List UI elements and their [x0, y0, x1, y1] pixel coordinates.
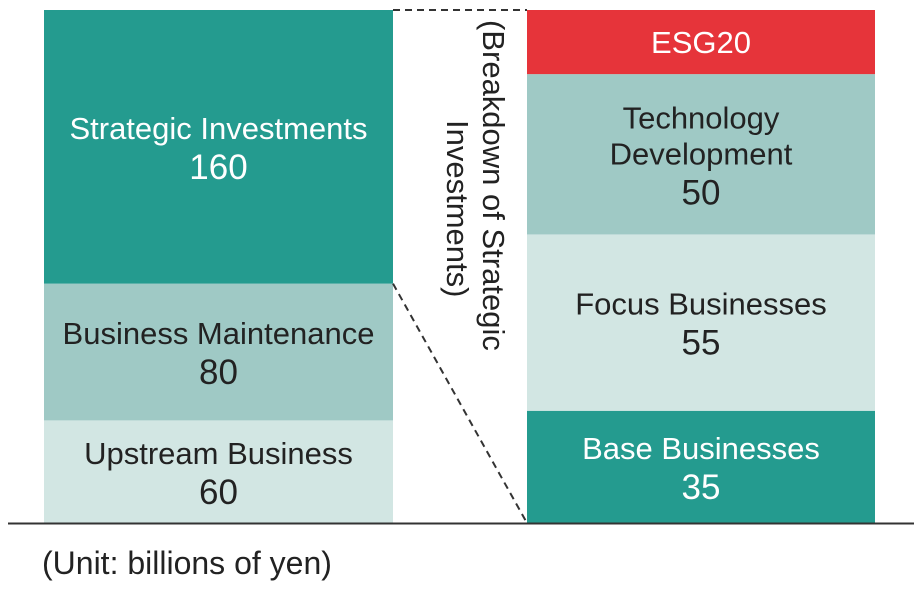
segment-value-focus-businesses: 55 — [682, 324, 721, 363]
bar-segment-strategic-investments — [44, 10, 393, 284]
segment-label-technology-development: Technology — [623, 100, 780, 135]
segment-value-strategic-investments: 160 — [189, 148, 247, 187]
segment-label-upstream-business: Upstream Business — [84, 436, 353, 471]
unit-note: (Unit: billions of yen) — [42, 545, 332, 581]
bar-segment-technology-development — [527, 74, 875, 235]
breakdown-connector-lines — [392, 9, 528, 524]
bar-segment-focus-businesses — [527, 234, 875, 411]
breakdown-label: (Breakdown of StrategicInvestments) — [440, 20, 511, 351]
bar-segment-base-businesses — [527, 410, 875, 523]
breakdown-label-line: (Breakdown of Strategic — [476, 20, 511, 351]
bar-segment-esg20 — [527, 10, 875, 75]
segment-label-focus-businesses: Focus Businesses — [575, 287, 827, 322]
bar-segment-business-maintenance — [44, 283, 393, 421]
breakdown-label-line: Investments) — [440, 120, 475, 297]
segment-label-esg20: ESG20 — [651, 25, 751, 60]
segment-value-upstream-business: 60 — [199, 473, 238, 512]
segment-label-technology-development: Development — [610, 136, 793, 171]
segment-value-base-businesses: 35 — [682, 468, 721, 507]
bar-segment-upstream-business — [44, 420, 393, 523]
segment-label-business-maintenance: Business Maintenance — [63, 316, 375, 351]
connector-line-bottom — [392, 283, 528, 524]
segment-value-business-maintenance: 80 — [199, 353, 238, 392]
segment-value-technology-development: 50 — [682, 173, 721, 212]
segment-label-strategic-investments: Strategic Investments — [69, 111, 367, 146]
segment-label-base-businesses: Base Businesses — [582, 431, 820, 466]
